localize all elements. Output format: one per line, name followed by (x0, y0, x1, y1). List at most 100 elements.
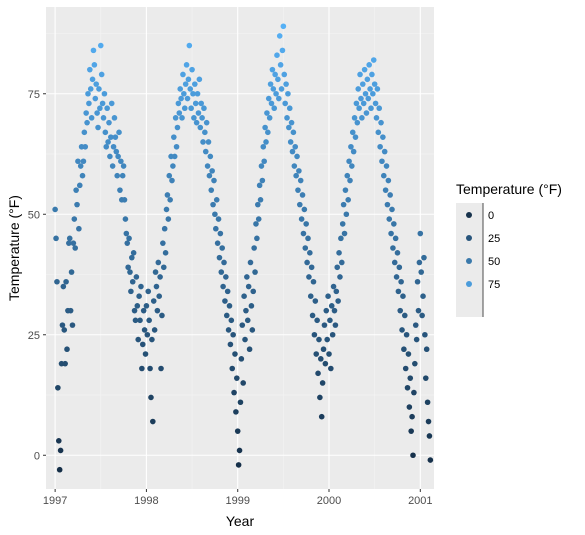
legend-key-label: 75 (488, 279, 500, 291)
data-point (161, 225, 168, 232)
data-point (117, 187, 123, 193)
data-point (359, 81, 366, 87)
data-point (306, 274, 312, 280)
data-point (360, 100, 367, 107)
data-point (171, 153, 178, 160)
y-tick-label: 75 (28, 89, 40, 101)
data-point (302, 245, 309, 251)
data-point (419, 312, 425, 319)
data-point (326, 351, 332, 357)
data-point (384, 201, 391, 208)
data-point (122, 216, 129, 222)
data-point (173, 143, 180, 150)
data-point (372, 100, 379, 107)
data-point (276, 33, 283, 39)
data-point (374, 86, 381, 92)
data-point (287, 139, 294, 145)
data-point (56, 466, 63, 473)
data-point (220, 283, 226, 290)
data-point (245, 283, 252, 290)
data-point (260, 143, 267, 150)
data-point (422, 331, 428, 338)
data-point (261, 158, 267, 165)
data-point (213, 225, 219, 232)
data-point (181, 105, 188, 112)
data-point (211, 177, 217, 184)
data-point (171, 134, 177, 140)
data-point (115, 153, 121, 160)
data-point (62, 360, 68, 367)
data-point (135, 336, 142, 343)
data-point (59, 322, 66, 328)
data-point (341, 230, 348, 237)
data-point (223, 312, 230, 319)
data-point (317, 394, 323, 401)
data-point (386, 216, 393, 222)
data-point (170, 163, 176, 169)
data-point (247, 259, 254, 266)
data-point (375, 129, 382, 136)
data-point (208, 187, 215, 193)
data-point (423, 346, 430, 353)
data-point (323, 307, 330, 314)
data-point (234, 428, 241, 434)
data-point (390, 245, 396, 251)
data-point (69, 322, 76, 328)
data-point (144, 331, 151, 338)
data-point (331, 307, 338, 314)
data-point (121, 197, 128, 203)
data-point (217, 230, 224, 237)
data-point (352, 134, 359, 140)
data-point (351, 115, 358, 121)
data-point (55, 438, 62, 444)
data-point (256, 182, 263, 189)
data-point (85, 90, 91, 97)
data-point (155, 259, 162, 266)
data-point (259, 177, 266, 184)
data-point (221, 259, 227, 266)
data-point (182, 81, 189, 87)
x-tick-label: 1997 (43, 495, 67, 507)
data-point (297, 177, 304, 184)
data-point (343, 211, 350, 218)
data-point (408, 428, 414, 434)
data-point (224, 288, 231, 295)
data-point (241, 293, 247, 300)
data-point (143, 303, 150, 309)
data-point (128, 288, 134, 295)
data-point (410, 452, 416, 459)
data-point (112, 134, 119, 140)
data-point (188, 105, 194, 112)
data-point (253, 221, 259, 227)
data-point (265, 129, 271, 136)
data-point (255, 216, 262, 222)
data-point (264, 110, 270, 116)
data-point (180, 71, 186, 78)
data-point (235, 462, 242, 468)
data-point (292, 143, 299, 150)
data-point (426, 433, 433, 439)
legend-title: Temperature (°F) (456, 181, 562, 197)
data-point (325, 293, 331, 300)
data-point (274, 52, 280, 58)
data-point (305, 235, 311, 242)
data-point (406, 404, 413, 410)
data-point (184, 95, 191, 102)
data-point (215, 216, 222, 222)
data-point (286, 105, 293, 112)
data-point (412, 360, 418, 367)
data-point (251, 245, 257, 251)
data-point (91, 62, 98, 68)
data-point (71, 216, 78, 222)
data-point (358, 95, 364, 102)
data-point (113, 148, 120, 155)
data-point (307, 293, 314, 300)
data-point (86, 100, 92, 107)
data-point (223, 274, 229, 280)
data-point (100, 115, 107, 121)
data-point (119, 172, 126, 179)
data-point (140, 307, 147, 314)
data-point (185, 76, 192, 83)
data-point (107, 153, 113, 160)
